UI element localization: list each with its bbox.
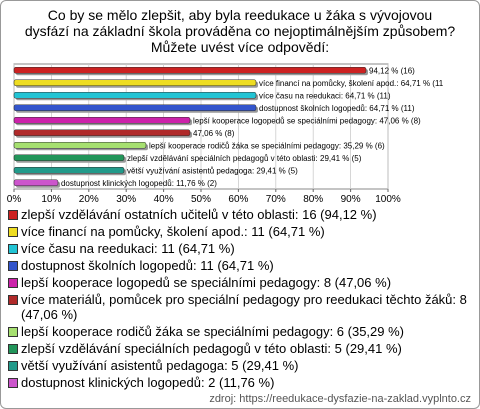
legend-swatch xyxy=(8,210,18,220)
bar xyxy=(13,79,257,87)
bar-label: větší využívání asistentů pedagoga: 29,4… xyxy=(127,166,298,175)
x-tick-label: 20% xyxy=(79,194,99,205)
chart-title: Co by se mělo zlepšit, aby byla reedukac… xyxy=(1,7,479,55)
x-tick-label: 100% xyxy=(375,194,401,205)
legend-entry: dostupnost klinických logopedů: 2 (11,76… xyxy=(7,375,475,390)
title-line: Co by se mělo zlepšit, aby byla reedukac… xyxy=(47,7,433,23)
legend-swatch xyxy=(8,344,18,354)
title-line: dysfází na základní škola prováděna co n… xyxy=(24,23,456,39)
bar-label: zlepší vzdělávání speciálních pedagogů v… xyxy=(127,154,362,163)
x-tick-label: 0% xyxy=(7,194,22,205)
bar xyxy=(13,179,59,187)
legend-entry: více financí na pomůcky, školení apod.: … xyxy=(7,224,475,239)
bar xyxy=(13,141,147,149)
bar-label: lepší kooperace rodičů žáka se speciální… xyxy=(149,141,385,150)
x-tick-label: 70% xyxy=(266,194,286,205)
legend-swatch xyxy=(8,227,18,237)
bar xyxy=(13,91,257,99)
legend-label: více financí na pomůcky, školení apod.: … xyxy=(21,224,325,239)
legend-label: dostupnost školních logopedů: 11 (64,71 … xyxy=(21,258,274,273)
bar xyxy=(13,116,191,124)
legend-swatch xyxy=(8,261,18,271)
bar-label: dostupnost klinických logopedů: 11,76 % … xyxy=(61,179,217,188)
legend-label: zlepší vzdělávání speciálních pedagogů v… xyxy=(21,341,402,356)
x-tick-label: 90% xyxy=(341,194,361,205)
x-tick-label: 80% xyxy=(303,194,323,205)
legend-entry: zlepší vzdělávání ostatních učitelů v té… xyxy=(7,207,475,222)
bar-label: 94,12 % (16) xyxy=(369,66,415,75)
bar-label: lepší kooperace logopedů se speciálními … xyxy=(193,116,421,125)
x-tick-label: 10% xyxy=(41,194,61,205)
legend-entry: lepší kooperace rodičů žáka se speciální… xyxy=(7,324,475,339)
legend-swatch xyxy=(8,361,18,371)
legend-label: větší využívání asistentů pedagoga: 5 (2… xyxy=(21,358,299,373)
legend-swatch xyxy=(8,378,18,388)
legend-entry: lepší kooperace logopedů se speciálními … xyxy=(7,275,475,290)
legend-swatch xyxy=(8,295,18,305)
x-tick-label: 60% xyxy=(228,194,248,205)
bar xyxy=(13,129,191,137)
legend-label: více času na reedukaci: 11 (64,71 %) xyxy=(21,241,235,256)
bar xyxy=(13,104,257,112)
legend-entry: větší využívání asistentů pedagoga: 5 (2… xyxy=(7,358,475,373)
legend-entry: více materiálů, pomůcek pro speciální pe… xyxy=(7,292,475,322)
legend-entry: zlepší vzdělávání speciálních pedagogů v… xyxy=(7,341,475,356)
bar-label: dostupnost školních logopedů: 64,71 % (1… xyxy=(259,104,415,113)
x-tick-label: 30% xyxy=(116,194,136,205)
legend-swatch xyxy=(8,244,18,254)
x-tick-label: 40% xyxy=(154,194,174,205)
legend-swatch xyxy=(8,278,18,288)
legend-label: dostupnost klinických logopedů: 2 (11,76… xyxy=(21,375,275,390)
bar xyxy=(13,166,125,174)
bar xyxy=(13,66,367,74)
bar-label: více času na reedukaci: 64,71 % (11) xyxy=(259,91,391,100)
legend-label: lepší kooperace logopedů se speciálními … xyxy=(21,275,392,290)
source: zdroj: https://reedukace-dysfazie-na-zak… xyxy=(209,393,471,405)
legend-label: zlepší vzdělávání ostatních učitelů v té… xyxy=(21,207,377,222)
legend-swatch xyxy=(8,327,18,337)
bar xyxy=(13,154,125,162)
x-tick-label: 50% xyxy=(191,194,211,205)
legend-label: více materiálů, pomůcek pro speciální pe… xyxy=(21,292,467,322)
bar-label: více financí na pomůcky, školení apod.: … xyxy=(259,79,444,88)
legend: zlepší vzdělávání ostatních učitelů v té… xyxy=(7,207,475,392)
legend-entry: dostupnost školních logopedů: 11 (64,71 … xyxy=(7,258,475,273)
legend-entry: více času na reedukaci: 11 (64,71 %) xyxy=(7,241,475,256)
legend-label: lepší kooperace rodičů žáka se speciální… xyxy=(21,324,404,339)
title-line: Můžete uvést více odpovědí: xyxy=(150,39,330,55)
bar-label: 47,06 % (8) xyxy=(193,129,235,138)
